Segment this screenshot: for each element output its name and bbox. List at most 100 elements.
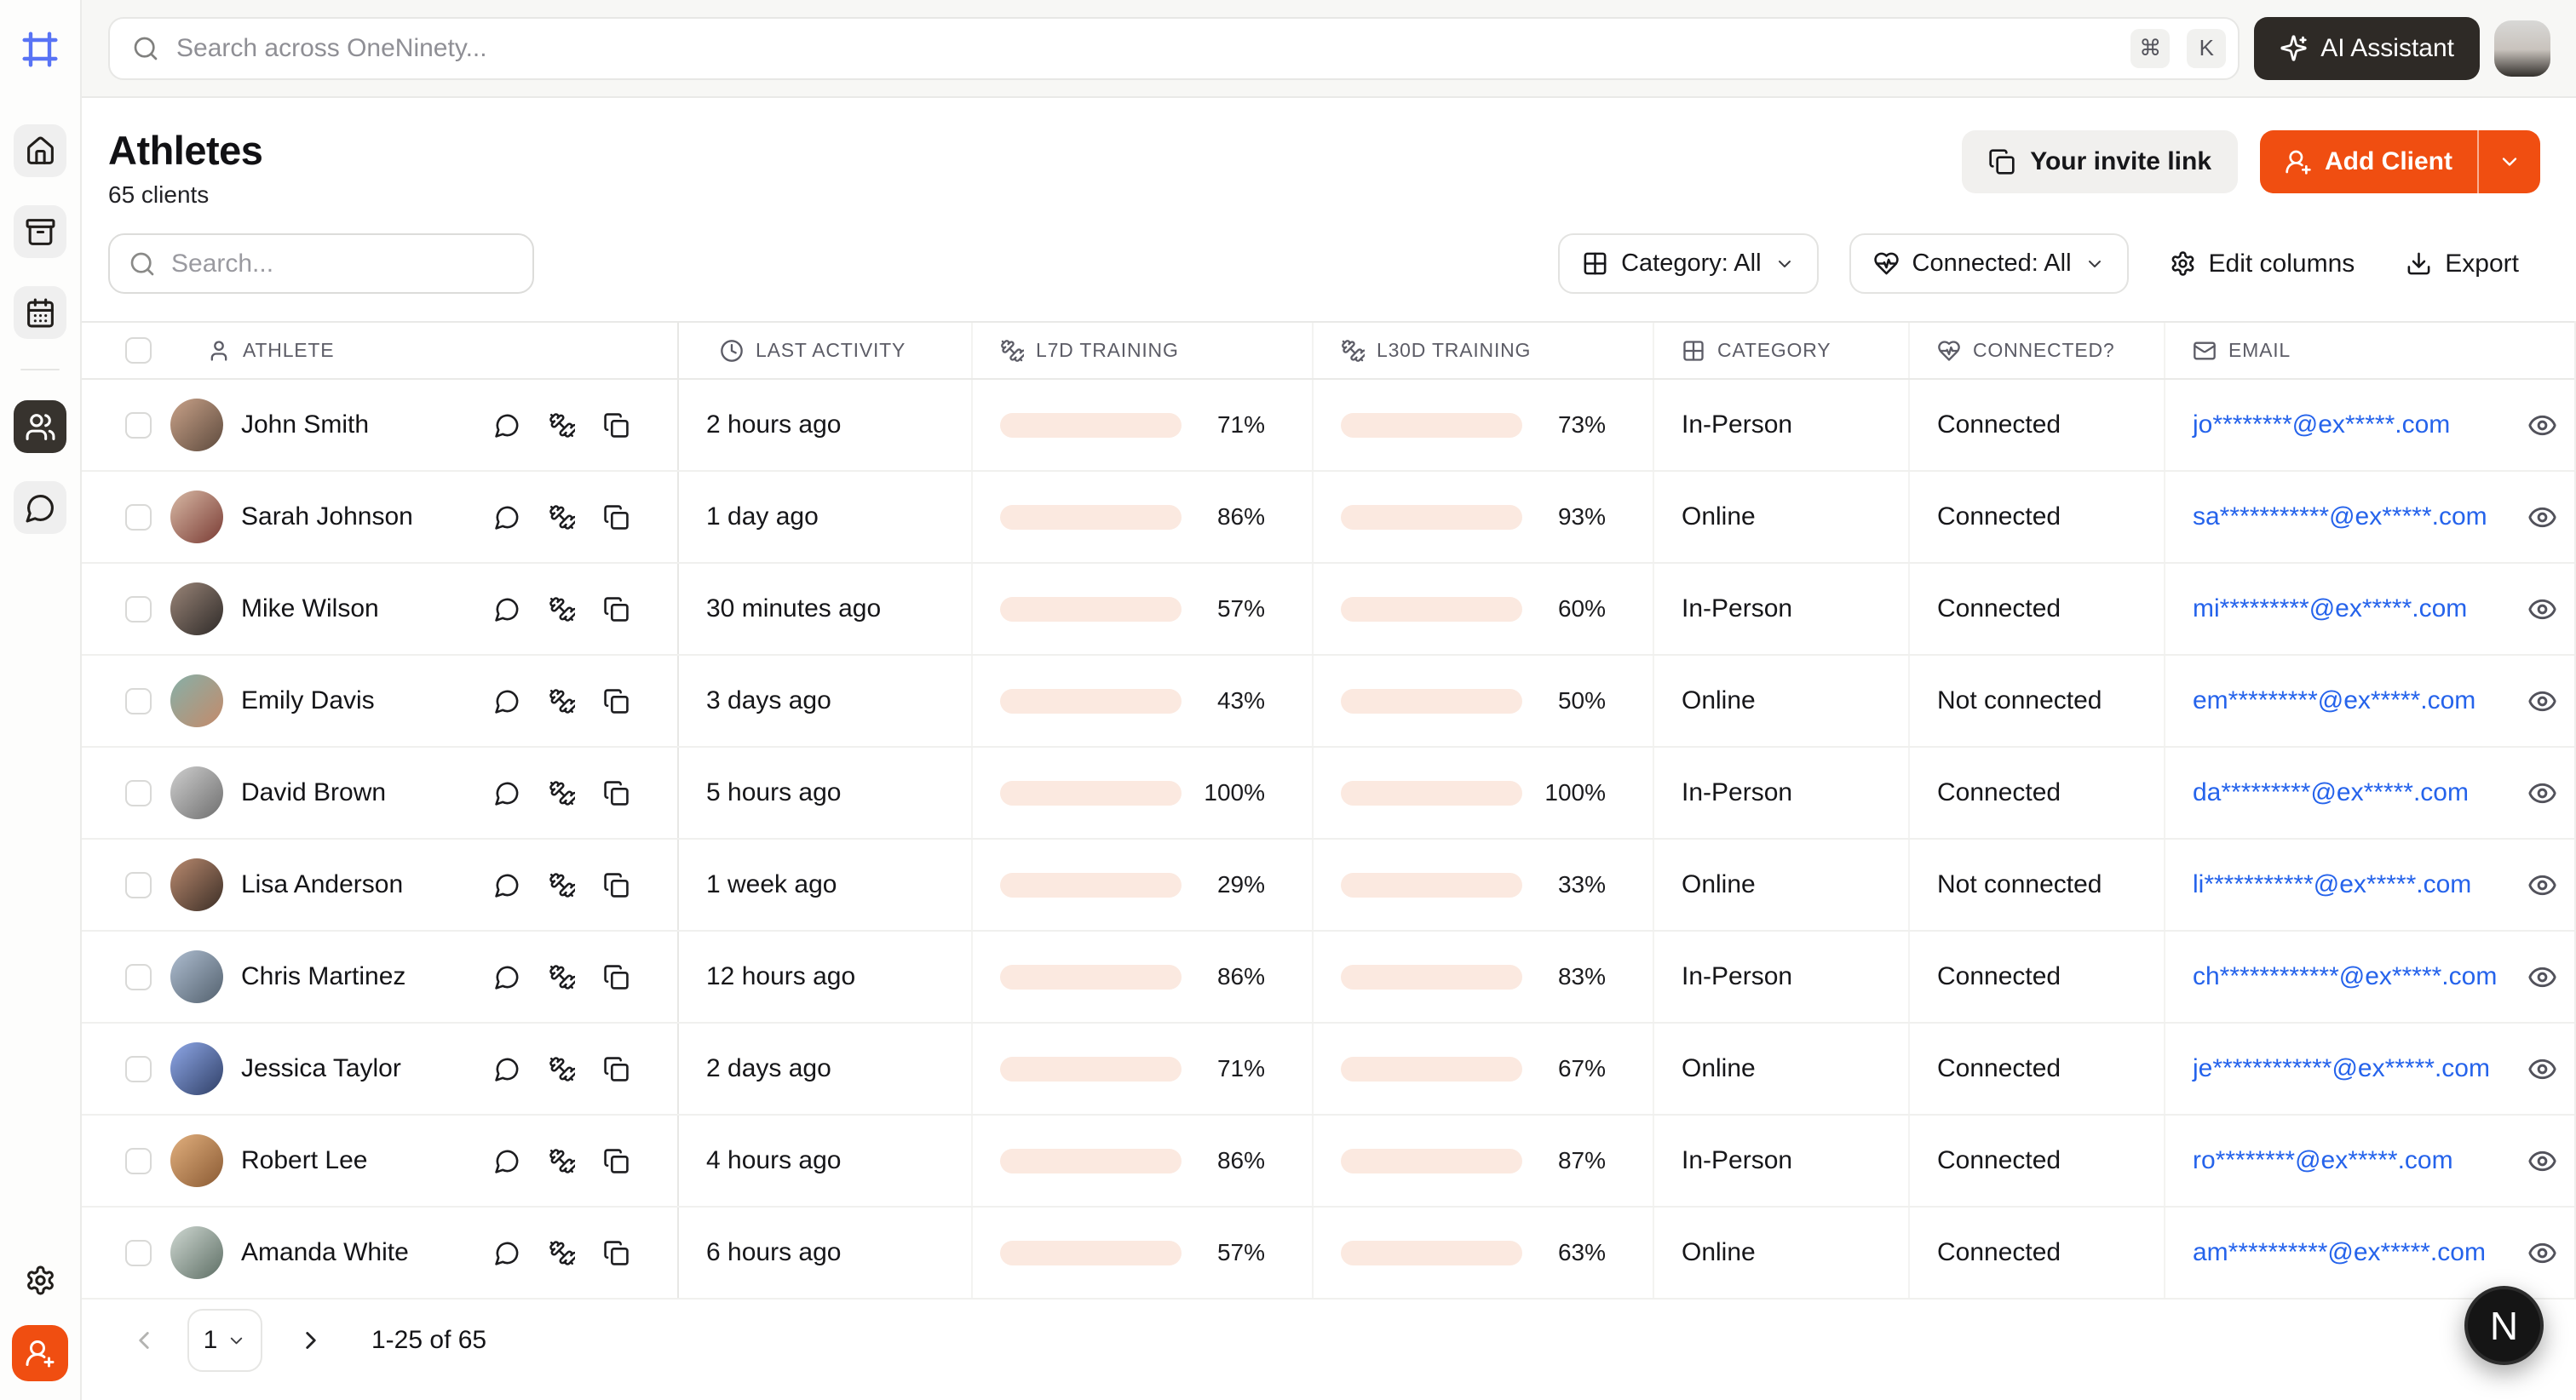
reveal-email-eye-icon[interactable] <box>2527 962 2557 992</box>
row-action-dumbbell-icon[interactable] <box>549 872 575 898</box>
row-action-message-icon[interactable] <box>494 596 520 623</box>
row-action-dumbbell-icon[interactable] <box>549 1056 575 1082</box>
edit-columns-button[interactable]: Edit columns <box>2159 233 2366 294</box>
sidebar-add-client-button[interactable] <box>12 1325 68 1381</box>
table-row[interactable]: Robert Lee 4 hours ago 86% 87% In-Person Conn… <box>82 1116 2574 1208</box>
row-action-message-icon[interactable] <box>494 1240 520 1266</box>
dev-tools-badge[interactable]: N <box>2464 1286 2544 1365</box>
row-action-message-icon[interactable] <box>494 688 520 714</box>
reveal-email-eye-icon[interactable] <box>2527 778 2557 808</box>
next-page-button[interactable] <box>296 1326 325 1355</box>
row-action-copy-icon[interactable] <box>603 780 630 806</box>
sidebar-settings-button[interactable] <box>14 1254 66 1306</box>
row-checkbox[interactable] <box>125 1055 152 1082</box>
email-link[interactable]: ro********@ex*****.com <box>2193 1146 2453 1174</box>
table-row[interactable]: Emily Davis 3 days ago 43% 50% Online Not con… <box>82 656 2574 748</box>
table-row[interactable]: John Smith 2 hours ago 71% 73% In-Person Conn… <box>82 380 2574 472</box>
row-checkbox[interactable] <box>125 1147 152 1174</box>
email-link[interactable]: jo********@ex*****.com <box>2193 410 2451 439</box>
row-action-message-icon[interactable] <box>494 964 520 990</box>
table-search-input[interactable] <box>170 248 514 279</box>
column-header-l30d-training[interactable]: L30D TRAINING <box>1312 323 1653 378</box>
ai-assistant-button[interactable]: AI Assistant <box>2254 16 2480 80</box>
email-link[interactable]: mi*********@ex*****.com <box>2193 594 2468 623</box>
column-header-email[interactable]: EMAIL <box>2164 323 2576 378</box>
row-checkbox[interactable] <box>125 687 152 714</box>
row-action-copy-icon[interactable] <box>603 872 630 898</box>
row-action-message-icon[interactable] <box>494 1056 520 1082</box>
column-header-athlete[interactable]: ATHLETE <box>82 323 677 378</box>
page-select[interactable]: 1 <box>187 1309 262 1372</box>
row-action-message-icon[interactable] <box>494 412 520 439</box>
add-client-dropdown-button[interactable] <box>2477 130 2540 193</box>
reveal-email-eye-icon[interactable] <box>2527 1238 2557 1268</box>
select-all-checkbox[interactable] <box>125 337 152 364</box>
row-action-dumbbell-icon[interactable] <box>549 412 575 439</box>
row-action-dumbbell-icon[interactable] <box>549 1148 575 1174</box>
row-action-dumbbell-icon[interactable] <box>549 688 575 714</box>
table-row[interactable]: Lisa Anderson 1 week ago 29% 33% Online Not c… <box>82 840 2574 932</box>
prev-page-button[interactable] <box>129 1326 158 1355</box>
column-header-l7d-training[interactable]: L7D TRAINING <box>971 323 1312 378</box>
row-action-dumbbell-icon[interactable] <box>549 1240 575 1266</box>
export-button[interactable]: Export <box>2395 233 2529 294</box>
sidebar-item-archive[interactable] <box>14 205 66 258</box>
row-action-copy-icon[interactable] <box>603 964 630 990</box>
email-link[interactable]: sa***********@ex*****.com <box>2193 502 2487 531</box>
global-search-input[interactable] <box>175 32 2114 64</box>
row-checkbox[interactable] <box>125 963 152 990</box>
row-checkbox[interactable] <box>125 503 152 531</box>
table-row[interactable]: Mike Wilson 30 minutes ago 57% 60% In-Person… <box>82 564 2574 656</box>
column-header-category[interactable]: CATEGORY <box>1653 323 1908 378</box>
row-action-copy-icon[interactable] <box>603 1240 630 1266</box>
reveal-email-eye-icon[interactable] <box>2527 1054 2557 1084</box>
row-action-copy-icon[interactable] <box>603 412 630 439</box>
row-action-message-icon[interactable] <box>494 504 520 531</box>
invite-link-button[interactable]: Your invite link <box>1962 130 2238 193</box>
row-action-dumbbell-icon[interactable] <box>549 596 575 623</box>
table-row[interactable]: Sarah Johnson 1 day ago 86% 93% Online Connec… <box>82 472 2574 564</box>
table-row[interactable]: David Brown 5 hours ago 100% 100% In-Person C… <box>82 748 2574 840</box>
row-action-message-icon[interactable] <box>494 780 520 806</box>
email-link[interactable]: ch************@ex*****.com <box>2193 962 2498 990</box>
row-checkbox[interactable] <box>125 871 152 898</box>
row-checkbox[interactable] <box>125 779 152 806</box>
table-search[interactable] <box>108 233 534 294</box>
connected-filter[interactable]: Connected: All <box>1849 233 2129 294</box>
reveal-email-eye-icon[interactable] <box>2527 594 2557 624</box>
email-link[interactable]: je************@ex*****.com <box>2193 1054 2490 1082</box>
reveal-email-eye-icon[interactable] <box>2527 870 2557 900</box>
row-action-message-icon[interactable] <box>494 1148 520 1174</box>
column-header-last-activity[interactable]: LAST ACTIVITY <box>677 323 971 378</box>
sidebar-item-users-active[interactable] <box>14 400 66 453</box>
row-checkbox[interactable] <box>125 411 152 439</box>
table-row[interactable]: Chris Martinez 12 hours ago 86% 83% In-Perso… <box>82 932 2574 1024</box>
email-link[interactable]: li***********@ex*****.com <box>2193 870 2472 898</box>
row-action-copy-icon[interactable] <box>603 688 630 714</box>
user-avatar[interactable] <box>2494 20 2550 77</box>
row-checkbox[interactable] <box>125 595 152 623</box>
global-search[interactable]: ⌘ K <box>108 16 2240 80</box>
reveal-email-eye-icon[interactable] <box>2527 502 2557 532</box>
add-client-button[interactable]: Add Client <box>2260 130 2477 193</box>
row-action-dumbbell-icon[interactable] <box>549 504 575 531</box>
reveal-email-eye-icon[interactable] <box>2527 686 2557 716</box>
sidebar-item-home[interactable] <box>14 124 66 177</box>
row-action-dumbbell-icon[interactable] <box>549 780 575 806</box>
row-action-dumbbell-icon[interactable] <box>549 964 575 990</box>
row-action-message-icon[interactable] <box>494 872 520 898</box>
email-link[interactable]: da*********@ex*****.com <box>2193 778 2469 806</box>
column-header-connected-[interactable]: CONNECTED? <box>1908 323 2164 378</box>
email-link[interactable]: em*********@ex*****.com <box>2193 686 2476 714</box>
category-filter[interactable]: Category: All <box>1558 233 1819 294</box>
table-row[interactable]: Amanda White 6 hours ago 57% 63% Online Conne… <box>82 1208 2574 1300</box>
row-action-copy-icon[interactable] <box>603 1056 630 1082</box>
sidebar-item-calendar[interactable] <box>14 286 66 339</box>
row-action-copy-icon[interactable] <box>603 596 630 623</box>
sidebar-item-message-circle[interactable] <box>14 481 66 534</box>
row-action-copy-icon[interactable] <box>603 504 630 531</box>
email-link[interactable]: am**********@ex*****.com <box>2193 1238 2486 1266</box>
row-action-copy-icon[interactable] <box>603 1148 630 1174</box>
reveal-email-eye-icon[interactable] <box>2527 1146 2557 1176</box>
table-row[interactable]: Jessica Taylor 2 days ago 71% 67% Online Conn… <box>82 1024 2574 1116</box>
